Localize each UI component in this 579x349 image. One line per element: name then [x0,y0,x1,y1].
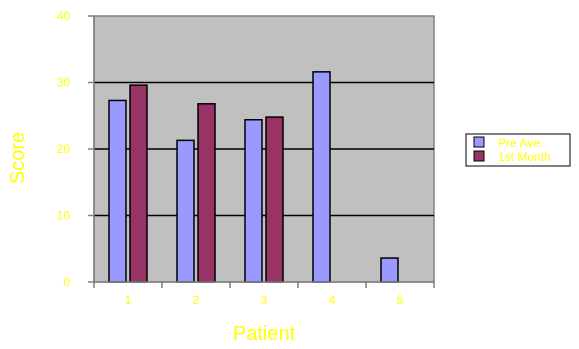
bar-1st-month-patient-3 [265,116,284,283]
legend: Pre Ave.1st Month [465,133,571,167]
y-tick-label: 0 [63,275,70,289]
legend-label: Pre Ave. [498,136,543,150]
y-tick-label: 30 [57,76,71,90]
legend-label: 1st Month [498,150,551,164]
x-tick-label: 1 [125,293,132,307]
x-tick-label: 4 [329,293,336,307]
bar-1st-month-patient-1 [129,84,148,283]
y-tick-label: 40 [57,9,71,23]
bar-pre-ave-patient-1 [108,99,127,283]
bar-pre-ave-patient-2 [176,139,195,283]
x-tick-label: 3 [261,293,268,307]
bar-pre-ave-patient-4 [312,71,331,283]
legend-swatch [473,136,485,148]
bar-1st-month-patient-2 [197,103,216,283]
y-tick-label: 10 [57,209,71,223]
legend-swatch [473,150,485,162]
x-tick-label: 5 [397,293,404,307]
x-axis-title: Patient [233,323,296,345]
y-tick-label: 20 [57,142,71,156]
y-axis-title: Score [7,132,29,184]
bar-pre-ave-patient-3 [244,118,263,283]
x-tick-label: 2 [193,293,200,307]
bar-pre-ave-patient-5 [380,257,399,283]
